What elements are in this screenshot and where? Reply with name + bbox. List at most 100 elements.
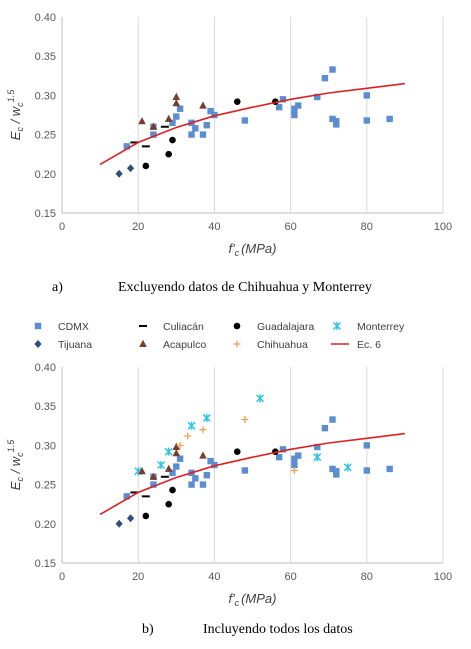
legend-label: Guadalajara (257, 321, 314, 333)
chart-a-series-acapulco (138, 92, 207, 130)
chart-a-point-cdmx (329, 66, 336, 73)
chart-b-point-cdmx (329, 416, 336, 423)
chart-b-point-monterrey (157, 460, 166, 470)
chart-a-point-cdmx (275, 103, 283, 111)
chart-a-point-acapulco (172, 92, 181, 100)
chart-a-point-guadalajara (169, 136, 176, 144)
chart-a-point-cdmx (192, 125, 199, 132)
chart-b-point-guadalajara (233, 448, 241, 455)
chart-a-point-tijuana (126, 164, 135, 173)
chart-a-y-tick-label: 0.30 (35, 90, 56, 102)
chart-b-point-tijuana (126, 514, 135, 523)
chart-b-point-cdmx (321, 424, 329, 432)
chart-b-curve-ec-6 (99, 432, 405, 516)
chart-a-point-cdmx (386, 115, 393, 123)
chart-a-y-axis-label: Ec / wc1.5 (6, 89, 25, 140)
chart-a-point-cdmx (291, 105, 298, 112)
chart-a-y-tick-label: 0.40 (35, 12, 56, 24)
chart-a-x-tick-label: 80 (361, 221, 373, 233)
chart-b-point-cdmx (386, 465, 393, 473)
chart-a-point-cdmx (173, 113, 180, 120)
chart-b-point-cdmx (314, 443, 321, 451)
chart-a-point-cdmx (329, 115, 336, 123)
chart-b-x-tick-label: 0 (59, 571, 65, 583)
chart-b-point-acapulco (172, 449, 181, 457)
chart-b-x-tick-label: 60 (284, 571, 296, 583)
chart-a-point-cdmx (176, 105, 184, 112)
chart-a-point-cdmx (295, 102, 302, 109)
chart-a-point-acapulco (172, 99, 181, 107)
chart-b-point-chihuahua (290, 466, 298, 474)
chart-b-point-cdmx (275, 453, 283, 461)
chart-b-point-acapulco (138, 467, 146, 475)
chart-a-y-tick-label: 0.15 (35, 208, 56, 220)
chart-b-x-tick-label: 100 (434, 571, 452, 583)
chart-b-point-chihuahua (241, 416, 249, 424)
chart-b-point-cdmx (199, 481, 207, 488)
chart-a-point-cdmx (321, 74, 329, 82)
chart-b-point-guadalajara (169, 486, 176, 494)
chart-a-point-cdmx (203, 121, 210, 129)
chart-b-point-cdmx (173, 463, 180, 470)
chart-b-point-cdmx (176, 455, 184, 462)
chart-b-point-monterrey (313, 453, 322, 462)
chart-b-point-cdmx (150, 481, 157, 488)
chart-b-point-monterrey (164, 447, 173, 456)
legend-swatch (233, 340, 241, 348)
legend-item-tijuana: Tijuana (34, 339, 92, 351)
chart-b-point-monterrey (202, 413, 211, 422)
caption-b-letter: b) (142, 622, 154, 637)
chart-b-series-cdmx (123, 416, 393, 500)
chart-b: 0.15 0.20 0.25 0.30 0.35 0.40 0 20 40 60 80 100 f'c(… (6, 362, 452, 608)
legend-swatch (332, 321, 342, 331)
chart-a-y-tick-label: 0.35 (35, 51, 56, 63)
chart-b-point-cdmx (333, 468, 340, 475)
chart-a-x-tick-label: 100 (434, 221, 452, 233)
chart-a-point-cdmx (188, 131, 195, 138)
chart-a-point-guadalajara (233, 98, 241, 105)
caption-a-letter: a) (52, 280, 63, 295)
chart-a-point-cdmx (150, 131, 157, 138)
chart-b-point-acapulco (199, 451, 207, 459)
chart-a-x-tick-label: 60 (284, 221, 296, 233)
chart-a-series-ec-6 (99, 82, 405, 166)
legend-label: Ec. 6 (357, 339, 381, 351)
chart-b-y-tick-label: 0.20 (35, 519, 56, 531)
chart-a-point-cdmx (199, 131, 207, 138)
chart-b-series-tijuana (115, 514, 135, 528)
chart-a-x-tick-label: 20 (132, 221, 144, 233)
legend-label: CDMX (58, 321, 89, 333)
legend-item-chihuahua: Chihuahua (233, 339, 308, 351)
chart-a-point-guadalajara (142, 162, 150, 170)
chart-b-point-cdmx (363, 442, 370, 449)
chart-b-point-acapulco (149, 472, 158, 480)
legend-swatch (139, 339, 147, 347)
legend: CDMX Culiacán Guadalajara Monterrey Tijuana A… (34, 321, 405, 351)
chart-a-point-cdmx (363, 92, 370, 99)
chart-a-point-acapulco (199, 101, 207, 109)
chart-a: 0.15 0.20 0.25 0.30 0.35 0.40 0 20 40 60 80 100 f'c(… (6, 12, 452, 258)
legend-item-guadalajara: Guadalajara (233, 321, 314, 333)
chart-b-point-acapulco (164, 464, 173, 472)
legend-item-ec-6: Ec. 6 (331, 339, 381, 351)
legend-label: Chihuahua (257, 339, 308, 351)
chart-a-series-cdmx (123, 66, 393, 150)
chart-b-point-cdmx (192, 475, 199, 482)
chart-b-point-acapulco (172, 442, 181, 450)
chart-a-point-acapulco (149, 122, 158, 130)
chart-b-x-tick-label: 40 (208, 571, 220, 583)
chart-a-point-guadalajara (165, 150, 172, 158)
chart-b-point-chihuahua (176, 441, 184, 449)
legend-swatch (233, 322, 241, 330)
chart-b-point-chihuahua (199, 426, 207, 434)
chart-b-point-tijuana (115, 519, 123, 528)
chart-a-y-tick-label: 0.25 (35, 130, 56, 142)
chart-b-point-cdmx (241, 467, 249, 474)
chart-b-y-tick-label: 0.30 (35, 440, 56, 452)
chart-b-point-cdmx (295, 452, 302, 459)
chart-b-y-tick-label: 0.40 (35, 362, 56, 374)
legend-label: Culiacán (163, 321, 204, 333)
chart-b-x-tick-label: 80 (361, 571, 373, 583)
chart-a-point-cdmx (279, 96, 287, 103)
